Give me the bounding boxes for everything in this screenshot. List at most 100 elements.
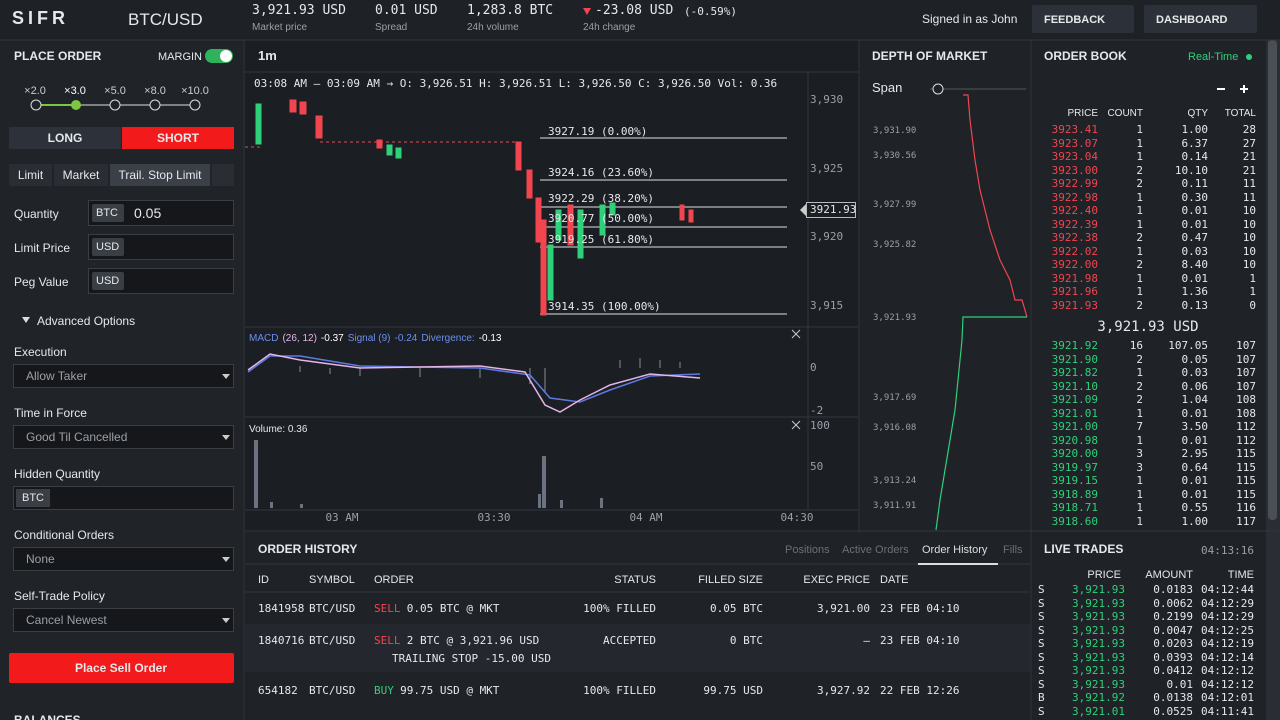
- tab[interactable]: [54, 164, 108, 186]
- history-cell: 0 BTC: [729, 634, 763, 647]
- book-cell: 6.37: [1181, 136, 1209, 150]
- more[interactable]: [212, 164, 234, 186]
- leverage[interactable]: ×3.0: [64, 85, 86, 97]
- select[interactable]: [13, 608, 234, 632]
- book-cell: 11: [1242, 190, 1256, 204]
- toggle-label: MARGIN: [158, 51, 202, 63]
- book-cell: 117: [1236, 515, 1256, 529]
- tab[interactable]: Positions: [785, 544, 830, 556]
- book-cell: 115: [1236, 447, 1256, 461]
- book-cell: 107.05: [1168, 339, 1208, 352]
- book-cell: 3922.98: [1051, 190, 1098, 204]
- tab[interactable]: Active Orders: [842, 544, 909, 556]
- trade-cell: 04:11:41: [1201, 704, 1254, 718]
- volume-tick: 50: [810, 460, 824, 473]
- side[interactable]: LONG: [47, 131, 83, 145]
- tab[interactable]: [110, 164, 210, 186]
- button[interactable]: [122, 127, 234, 149]
- tab[interactable]: Order History: [922, 544, 988, 556]
- trade-side: S: [1038, 637, 1045, 650]
- shape: [0, 39, 1280, 720]
- shape: [22, 317, 30, 323]
- leverage[interactable]: ×2.0: [24, 85, 46, 97]
- book-cell: 0.55: [1181, 501, 1209, 515]
- tab[interactable]: Fills: [1003, 544, 1023, 556]
- history-cell: 22 FEB 12:26: [880, 684, 960, 697]
- tab-label[interactable]: Market: [62, 168, 100, 182]
- tab-label[interactable]: Limit: [17, 168, 44, 182]
- trade-cell: 3,921.93: [1072, 677, 1125, 691]
- history-cell: BTC/USD: [309, 634, 356, 647]
- shape: [688, 209, 694, 223]
- button[interactable]: [1032, 5, 1134, 33]
- fib-label: 3919.25 (61.80%): [548, 233, 654, 246]
- trade-cell: 0.0203: [1153, 637, 1193, 650]
- depth-tick: 3,916.08: [873, 423, 917, 433]
- leverage[interactable]: ×5.0: [104, 85, 126, 97]
- button[interactable]: [9, 127, 121, 149]
- book-cell: 3922.02: [1051, 244, 1098, 258]
- unit: BTC: [22, 492, 44, 504]
- leverage[interactable]: ×10.0: [181, 85, 209, 97]
- shape: [791, 420, 801, 430]
- history-cell: 99.75 USD @ MKT: [400, 684, 500, 697]
- book-cell: 0.01: [1181, 406, 1209, 420]
- trade-cell: 3,921.93: [1072, 583, 1125, 596]
- pair[interactable]: BTC/USD: [128, 10, 203, 29]
- shape: [289, 99, 694, 316]
- trade-cell: 3,921.01: [1072, 704, 1125, 718]
- side[interactable]: SHORT: [157, 131, 199, 145]
- interval[interactable]: 1m: [258, 48, 277, 63]
- book-cell: 3922.99: [1051, 177, 1098, 191]
- submit-button[interactable]: [9, 653, 234, 683]
- shape: [149, 99, 161, 111]
- time-tick: 04:30: [780, 511, 814, 524]
- column-header: SYMBOL: [309, 574, 355, 586]
- tab-label[interactable]: Trail. Stop Limit: [118, 168, 202, 182]
- button-label[interactable]: DASHBOARD: [1156, 14, 1228, 26]
- book-cell: 3921.01: [1051, 406, 1098, 420]
- shape: [560, 500, 563, 508]
- shape: [791, 329, 801, 339]
- book-cell: 3918.71: [1051, 501, 1098, 515]
- unit-badge: [92, 238, 124, 256]
- leverage[interactable]: ×8.0: [144, 85, 166, 97]
- logo: SIFR: [12, 8, 70, 28]
- book-cell: 10: [1242, 217, 1256, 231]
- tab[interactable]: [9, 164, 52, 186]
- book-cell: 1: [1136, 204, 1143, 218]
- book-cell: 107: [1236, 366, 1256, 380]
- button-label[interactable]: FEEDBACK: [1044, 14, 1106, 26]
- shape: [395, 147, 402, 159]
- trade-side: S: [1038, 664, 1045, 677]
- section-toggle[interactable]: Advanced Options: [37, 314, 136, 328]
- field-label: Self-Trade Policy: [14, 589, 105, 603]
- depth-tick: 3,931.90: [873, 126, 917, 136]
- select[interactable]: [13, 425, 234, 449]
- column-header: ORDER: [374, 574, 414, 586]
- select[interactable]: [13, 547, 234, 571]
- book-cell: 2.95: [1181, 447, 1209, 461]
- history-cell: 0.05 BTC @ MKT: [406, 602, 500, 615]
- submit-label[interactable]: Place Sell Order: [74, 661, 168, 675]
- select[interactable]: [13, 364, 234, 388]
- unit: USD: [96, 275, 120, 287]
- book-cell: 3920.98: [1051, 433, 1098, 447]
- book-cell: 11: [1242, 177, 1256, 191]
- field-label: Peg Value: [14, 275, 69, 289]
- clock: 04:13:16: [1201, 544, 1254, 557]
- book-cell: 107: [1236, 379, 1256, 393]
- book-cell: 3920.00: [1051, 447, 1098, 461]
- field-label: Hidden Quantity: [14, 467, 101, 481]
- time-tick: 03 AM: [325, 511, 359, 524]
- book-cell: 3921.90: [1051, 352, 1098, 366]
- trade-cell: 04:12:14: [1201, 650, 1254, 664]
- trade-cell: 04:12:44: [1201, 583, 1254, 596]
- history-cell: 2 BTC @ 3,921.96 USD: [406, 634, 540, 647]
- macd-text: Signal (9): [347, 333, 391, 344]
- book-cell: 21: [1242, 163, 1256, 177]
- book-cell: 1.04: [1181, 393, 1209, 407]
- book-cell: 3: [1136, 460, 1143, 474]
- button[interactable]: [1144, 5, 1257, 33]
- depth-tick: 3,930.56: [873, 151, 917, 161]
